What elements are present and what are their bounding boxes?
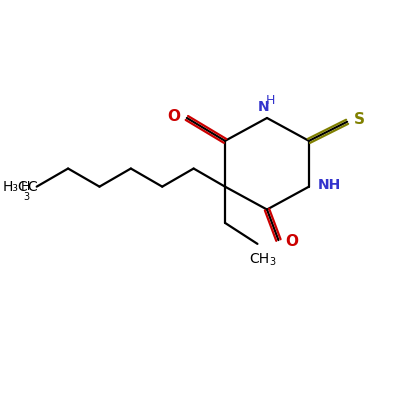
Text: H₃C: H₃C <box>2 180 28 194</box>
Text: CH: CH <box>249 252 270 266</box>
Text: O: O <box>285 234 298 250</box>
Text: 3: 3 <box>269 257 275 267</box>
Text: 3: 3 <box>24 192 30 202</box>
Text: H: H <box>265 94 275 107</box>
Text: S: S <box>354 112 365 127</box>
Text: C: C <box>27 180 37 194</box>
Text: NH: NH <box>317 178 340 192</box>
Text: H: H <box>20 180 30 193</box>
Text: N: N <box>258 100 270 114</box>
Text: O: O <box>167 108 180 124</box>
